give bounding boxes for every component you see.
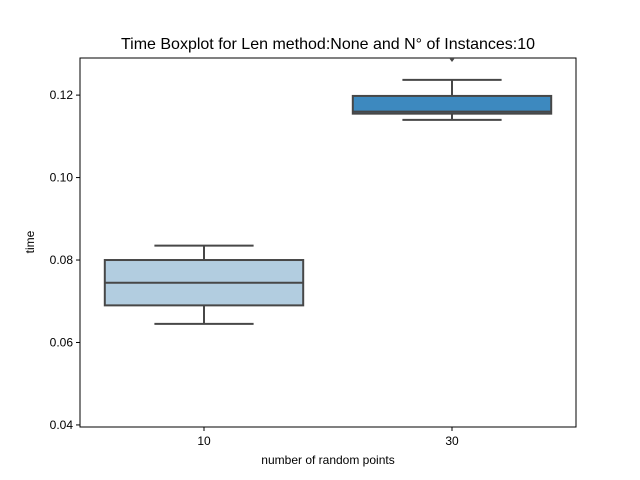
y-tick-label: 0.06	[50, 335, 74, 349]
plot-area-frame	[79, 57, 577, 428]
x-tick-label: 10	[197, 434, 211, 448]
y-tick-label: 0.08	[50, 253, 74, 267]
y-axis-label: time	[23, 230, 37, 253]
y-tick-label: 0.12	[50, 88, 74, 102]
x-tick-label: 30	[445, 434, 459, 448]
y-axis: 0.04 0.06 0.08 0.10 0.12	[50, 88, 80, 432]
chart-title: Time Boxplot for Len method:None and N° …	[121, 36, 535, 53]
boxes-group	[103, 58, 553, 325]
box-iqr	[351, 94, 553, 115]
x-axis: 10 30	[197, 427, 459, 448]
y-tick-label: 0.04	[50, 418, 74, 432]
outlier-point	[449, 58, 455, 62]
y-tick-label: 0.10	[50, 171, 74, 185]
x-axis-label: number of random points	[261, 453, 394, 467]
